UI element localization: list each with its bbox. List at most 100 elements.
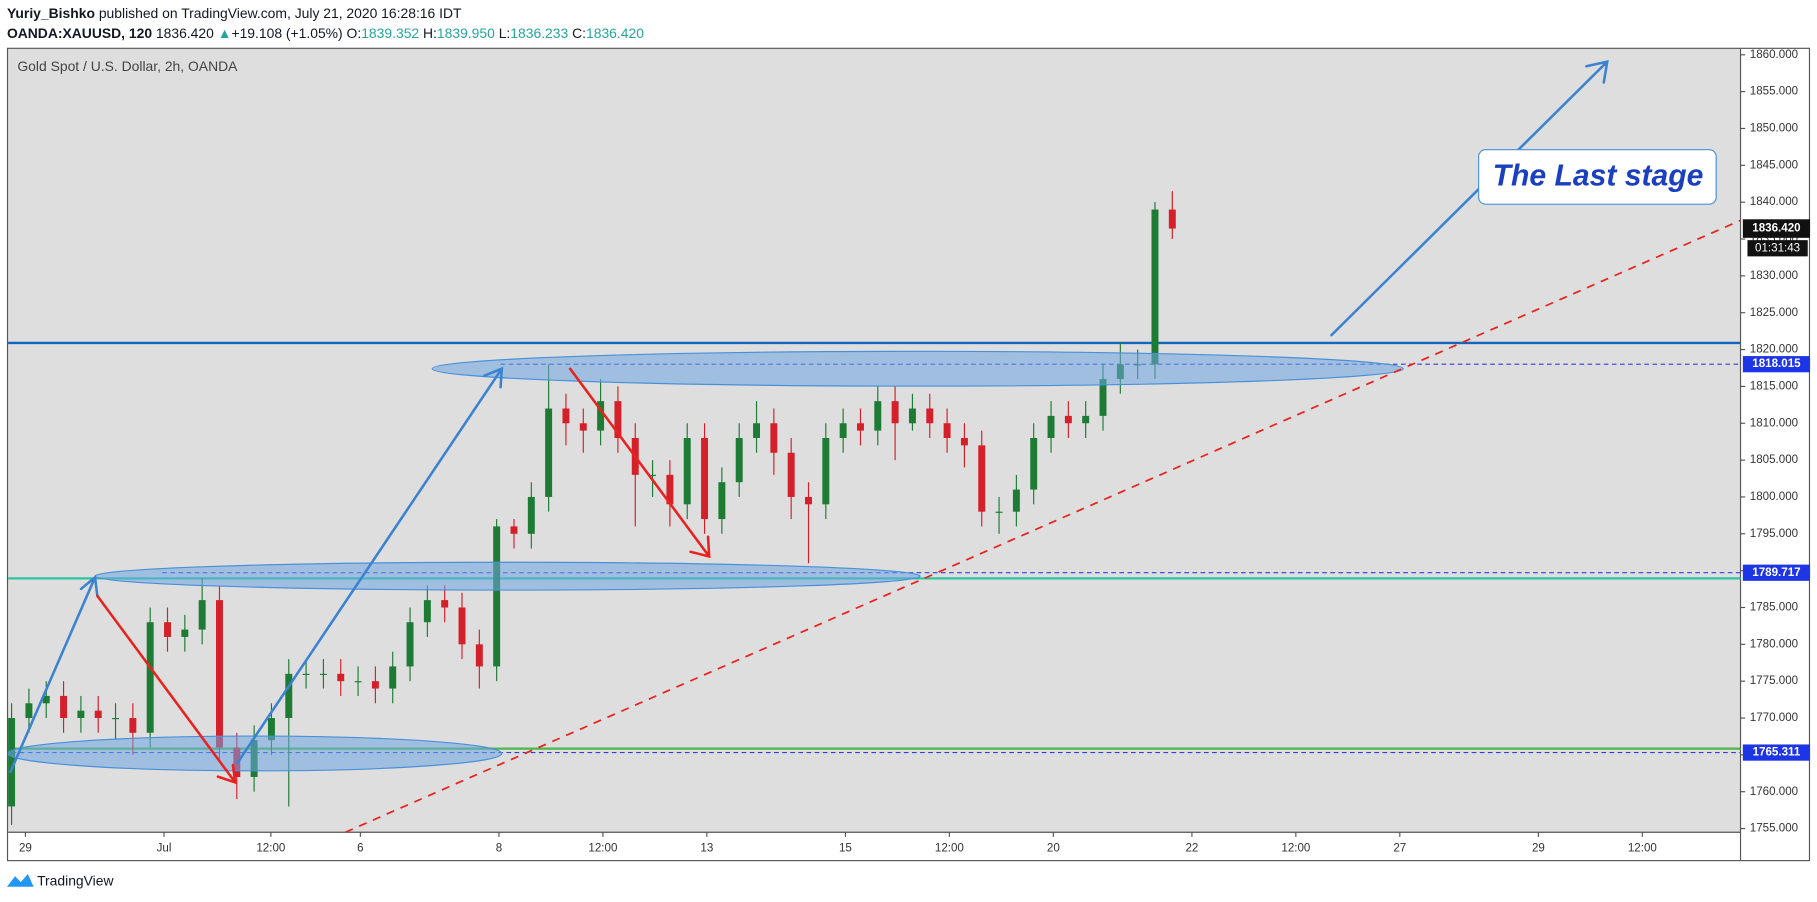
zone-ellipse (94, 561, 921, 591)
candle-body (1082, 415, 1090, 424)
candle-body (787, 452, 795, 497)
x-tick-label: 12:00 (1281, 843, 1310, 855)
y-tick-label: 1800.000 (1750, 491, 1798, 503)
candle-body (94, 710, 102, 719)
x-tick-label: 6 (357, 843, 363, 855)
logo: TradingView (6, 873, 114, 889)
candle-body (112, 718, 120, 720)
candle-body (77, 710, 85, 719)
header-line: Yuriy_Bishko published on TradingView.co… (7, 5, 462, 21)
candle-body (25, 703, 33, 719)
candle-body (527, 496, 535, 534)
candle-body (354, 681, 362, 683)
candle-body (995, 511, 1003, 513)
candle-body (735, 437, 743, 483)
y-tick-label: 1775.000 (1750, 675, 1798, 687)
candle-body (926, 408, 934, 424)
candle-body (267, 718, 275, 741)
x-tick-label: 20 (1047, 843, 1060, 855)
change: +19.108 (+1.05%) (231, 25, 342, 41)
candle-body (1168, 209, 1176, 229)
o-value: 1839.352 (361, 25, 419, 41)
candle-body (458, 607, 466, 645)
y-tick-label: 1825.000 (1750, 307, 1798, 319)
countdown: 01:31:43 (1755, 242, 1800, 254)
price: 1836.420 (156, 25, 214, 41)
y-tick-label: 1840.000 (1750, 196, 1798, 208)
y-tick-label: 1815.000 (1750, 380, 1798, 392)
x-tick-label: 13 (700, 843, 713, 855)
candle-body (891, 401, 899, 424)
arrow (9, 574, 99, 774)
candle-body (753, 423, 760, 438)
y-tick-label: 1855.000 (1750, 86, 1798, 98)
publisher: Yuriy_Bishko (7, 5, 95, 21)
x-tick-label: 12:00 (588, 843, 617, 855)
symbol-line: OANDA:XAUUSD, 120 1836.420 ▲+19.108 (+1.… (7, 25, 644, 41)
chart-title: Gold Spot / U.S. Dollar, 2h, OANDA (17, 58, 238, 74)
candle-body (285, 673, 293, 719)
o-label: O: (347, 25, 362, 41)
y-tick-label: 1780.000 (1750, 638, 1798, 650)
arrow (236, 366, 504, 764)
zone-ellipse (431, 350, 1404, 387)
callout-text: The Last stage (1493, 159, 1704, 192)
x-tick-label: 8 (496, 843, 502, 855)
price-label-box (1742, 744, 1811, 761)
l-label: L: (499, 25, 511, 41)
c-value: 1836.420 (586, 25, 644, 41)
x-tick-label: 12:00 (256, 843, 285, 855)
price-label: 1789.717 (1752, 567, 1800, 579)
countdown-box (1747, 240, 1808, 257)
arrow (96, 594, 237, 785)
candle-body (960, 437, 968, 446)
c-label: C: (572, 25, 586, 41)
candle-body (908, 408, 916, 424)
x-tick-label: 29 (19, 843, 32, 855)
candle-body (441, 600, 449, 608)
y-tick-label: 1820.000 (1750, 344, 1798, 356)
candle-body (475, 644, 483, 667)
candle-body (718, 482, 726, 520)
x-tick-label: 12:00 (1628, 843, 1657, 855)
y-tick-label: 1810.000 (1750, 417, 1798, 429)
x-tick-label: Jul (157, 843, 172, 855)
h-label: H: (423, 25, 437, 41)
price-label: 1818.015 (1752, 358, 1801, 370)
marks: 1755.0001760.0001765.0001770.0001775.000… (8, 49, 1811, 855)
candle-body (805, 496, 812, 505)
candle-body (371, 681, 379, 689)
candle-body (42, 695, 50, 704)
candle-body (683, 437, 691, 505)
candle-body (319, 673, 327, 675)
y-tick-label: 1770.000 (1750, 712, 1798, 724)
y-tick-label: 1795.000 (1750, 528, 1798, 540)
logo-icon (6, 873, 34, 887)
price-label: 1765.311 (1753, 747, 1801, 759)
symbol: OANDA:XAUUSD, 120 (7, 25, 152, 41)
candle-body (60, 695, 68, 719)
h-value: 1839.950 (437, 25, 495, 41)
candle-body (579, 423, 587, 431)
y-tick-label: 1785.000 (1750, 602, 1798, 614)
price-label-box (1742, 564, 1811, 581)
candle-body (1099, 379, 1107, 416)
candle-body (649, 474, 657, 476)
last-price-label: 1836.420 (1752, 223, 1800, 235)
x-tick-label: 12:00 (935, 843, 964, 855)
candle-body (389, 666, 397, 689)
candle-body (822, 437, 830, 505)
published: published on TradingView.com, July 21, 2… (99, 5, 462, 21)
candle-body (1047, 415, 1055, 438)
candle-body (493, 526, 501, 667)
candle-body (597, 401, 605, 431)
y-tick-label: 1805.000 (1750, 454, 1798, 466)
arrow (1330, 59, 1609, 337)
candle-body (216, 600, 223, 748)
drawings: The Last stage (7, 59, 1741, 834)
l-value: 1836.233 (510, 25, 568, 41)
candle-body (406, 622, 414, 667)
candle-body (8, 718, 16, 807)
candle-body (423, 600, 431, 623)
